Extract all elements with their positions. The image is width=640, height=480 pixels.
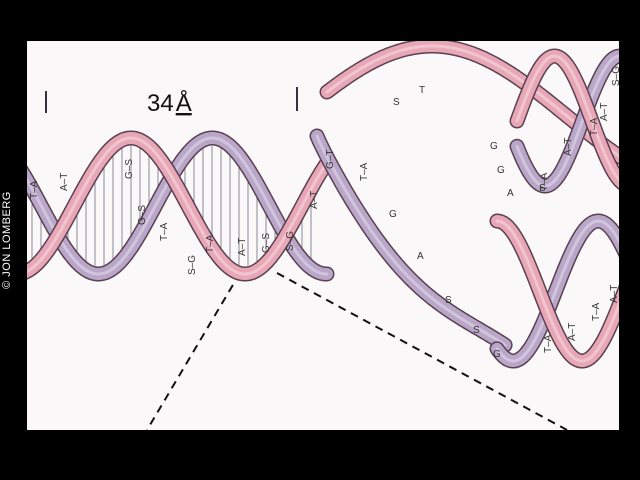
strand-lavender-right-top: [511, 50, 619, 192]
base-pair-label: T–A: [205, 234, 216, 253]
strand-pink-right-top: [511, 50, 619, 189]
base-pair-label: S–G: [285, 231, 296, 251]
strand-single-lower: [311, 130, 512, 352]
base-pair-label: T–A: [591, 302, 602, 321]
base-pair-label: G–S: [124, 159, 135, 179]
photo-credit: © JON LOMBERG: [1, 191, 13, 289]
base-pair-label: T–A: [539, 172, 550, 191]
single-strand-base: S: [393, 97, 400, 108]
single-strand-base: S: [473, 325, 480, 336]
base-pair-label: T–A: [29, 180, 40, 199]
base-pair-label: S–G: [187, 255, 198, 275]
base-pair-label: A–T: [599, 103, 610, 121]
base-pair-label: S–G: [611, 66, 619, 86]
single-strand-base: G: [497, 165, 505, 176]
base-pair-label: T–A: [159, 222, 170, 241]
base-pair-label: A–T: [567, 323, 578, 341]
strand-pink-left: [27, 132, 333, 280]
base-pair-label: A–T: [309, 191, 320, 209]
base-pair-label: G–S: [261, 233, 272, 253]
base-pair-label: A–T: [563, 138, 574, 156]
strand-pink-right-top-highlight: [515, 54, 619, 182]
base-pair-label: G–T: [325, 150, 336, 169]
strand-pink-left-highlight: [27, 136, 329, 276]
base-pair-label: G–S: [137, 205, 148, 225]
base-pair-label: A–T: [237, 238, 248, 256]
base-labels: T–A A–TG–SG–ST–AS–GT–A A–T G–S S–GA–TG–TT–AT…: [29, 66, 619, 360]
strand-pink-right-bottom-highlight: [495, 219, 619, 363]
base-pair-label: A–T: [59, 173, 70, 191]
dimension-label: 34Å: [147, 89, 192, 117]
single-strand-base: G: [389, 209, 397, 220]
single-strand-base: T: [419, 85, 425, 96]
base-pair-label: T–A: [359, 162, 370, 181]
dimension-number: 34: [147, 90, 174, 117]
dashed-line-left: [146, 272, 241, 430]
single-strand-base: A: [507, 188, 514, 199]
helix-strands: [27, 41, 619, 369]
strand-lavender-right-top-highlight: [515, 54, 619, 188]
single-strand-base: S: [445, 295, 452, 306]
dimension-unit: Å: [176, 89, 192, 117]
strand-lavender-right-bottom: [491, 215, 619, 367]
strand-lavender-right-bottom-highlight: [495, 219, 619, 363]
base-pair-label: A–T: [609, 285, 619, 303]
single-strand-base: G: [493, 349, 501, 360]
strand-single-lower-outline: [309, 128, 513, 353]
base-pair-label: T–A: [589, 117, 600, 136]
single-strand-base: A: [417, 251, 424, 262]
single-strand-base: S: [539, 183, 546, 194]
strand-single-lower-highlight: [315, 134, 507, 347]
illustration-panel: 34Å T–A A–T G–S G–S T–A S–G T–A A–T G–S S–G A–T G–T…: [27, 41, 619, 430]
strand-pink-right-bottom: [491, 215, 619, 367]
dna-helix-diagram: 34Å T–A A–TG–SG–ST–AS–GT–A A–T G–S S–GA–TG–T…: [27, 41, 619, 430]
base-pair-label: T–A: [543, 334, 554, 353]
single-strand-base: G: [490, 141, 498, 152]
